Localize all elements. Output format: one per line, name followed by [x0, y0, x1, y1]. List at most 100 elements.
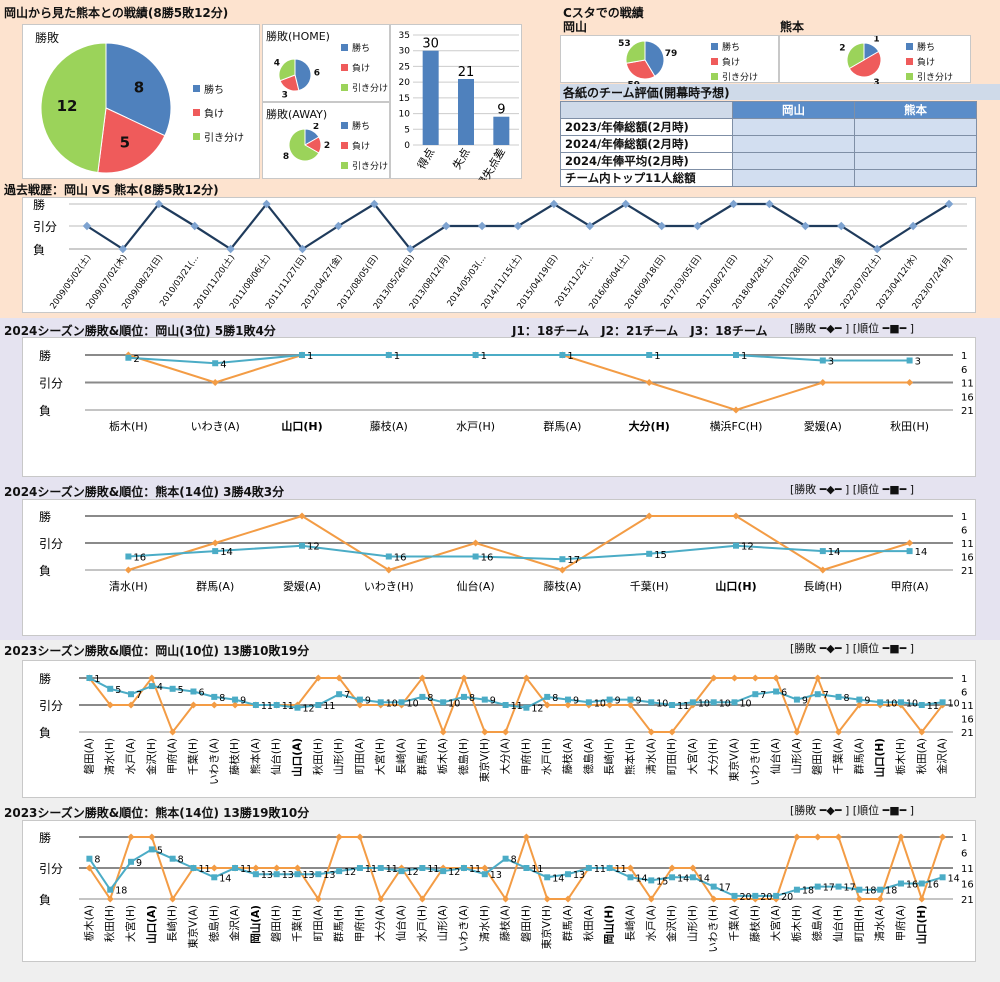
season-opponent-label: 愛媛(A): [283, 579, 321, 593]
season-opponent-label: 磐田(A): [82, 738, 95, 774]
season-rank-label: 14: [677, 873, 689, 884]
season-legend-kumamoto2023: [勝敗 ━◆━ ] [順位 ━■━ ]: [790, 804, 914, 817]
season-result-point: [522, 833, 530, 841]
pie-value-label: 8: [134, 78, 144, 96]
cs-okayama-legend-draw: 引き分け: [711, 70, 758, 83]
season-result-point: [314, 674, 322, 682]
season-rank-point: [523, 865, 530, 871]
season-rank-point: [315, 871, 322, 878]
season-rank-label: 11: [323, 701, 335, 712]
season-rank-label: 1: [481, 351, 487, 362]
eval-table: 岡山 熊本 2023/年俸総額(2月時) 2024/年俸総額(2月時) 2024/…: [560, 101, 977, 187]
goal-bar-chart: 0 5 10 15 20 25 30 35 30 得点 21 失点 9 得失点差: [399, 31, 519, 191]
season-rank-label: 7: [823, 690, 829, 701]
season-panel-okayama2023: 勝引分負 1 6 11 16 21 1 5 7 4 5 6 8 9 11 11 12 11 7 9 10 10 8 10 8 9 1…: [22, 660, 976, 798]
season-rank-point: [565, 871, 572, 878]
season-rank-label: 16: [394, 553, 407, 564]
season-opponent-label: 藤枝(A): [561, 738, 574, 774]
cstadium-kumamoto-label: 熊本: [780, 20, 805, 34]
season-rank-label: 8: [844, 693, 850, 704]
season-result-point: [127, 701, 135, 709]
season-opponent-label: 山口(H): [873, 738, 886, 777]
pie-value-label: 3: [873, 78, 879, 84]
season-rank-point: [606, 865, 613, 871]
season-opponent-label: 群馬(A): [561, 905, 574, 941]
season-rank-point: [107, 685, 114, 692]
season-result-point: [377, 895, 385, 903]
main-pie-chart: 8 5 12: [40, 42, 172, 174]
season-rank-tick: 21: [961, 566, 974, 577]
eval-row-label: 2024/年俸総額(2月時): [560, 135, 733, 153]
season-opponent-label: 清水(H): [478, 905, 491, 942]
season-rank-label: 5: [115, 685, 121, 696]
season-rank-label: 11: [365, 864, 377, 875]
season-opponent-label: 水戸(H): [541, 738, 553, 775]
season-rank-label: 10: [885, 698, 897, 709]
season-rank-point: [918, 702, 925, 708]
season-rank-point: [232, 865, 239, 871]
season-opponent-label: 山口(H): [281, 419, 322, 433]
season-result-point: [460, 674, 468, 682]
season-rank-label: 5: [178, 685, 184, 696]
season-opponent-label: 水戸(H): [456, 420, 495, 433]
season-rank-label: 10: [719, 698, 731, 709]
season-rank-label: 11: [198, 864, 210, 875]
cs-kumamoto-legend-lose: 負け: [906, 55, 935, 68]
season-rank-point: [897, 880, 904, 887]
season-opponent-label: いわき(H): [749, 738, 761, 786]
season-rank-label: 13: [303, 870, 315, 881]
season-opponent-label: 群馬(H): [415, 738, 428, 775]
season-opponent-label: 藤枝(A): [499, 905, 512, 941]
season-rank-tick: 1: [961, 351, 967, 362]
pie-value-label: 53: [618, 39, 631, 49]
season-rank-point: [752, 892, 759, 899]
season-rank-point: [939, 699, 946, 706]
season-result-point: [106, 895, 114, 903]
season-result-point: [106, 701, 114, 709]
season-opponent-label: 熊本(H): [623, 738, 636, 775]
season-rank-line: [88, 677, 943, 709]
season-rank-point: [128, 858, 135, 865]
cs-kumamoto-legend-win: 勝ち: [906, 40, 935, 53]
season-result-point: [645, 512, 653, 520]
season-rank-label: 13: [573, 870, 585, 881]
eval-cell: [854, 152, 977, 170]
season-rank-point: [544, 693, 551, 700]
history-point: [370, 199, 379, 209]
season-rank-point: [835, 693, 842, 700]
season-rank-point: [398, 868, 405, 875]
season-opponent-label: 甲府(H): [353, 905, 366, 942]
season-opponent-label: 水戸(A): [125, 738, 137, 774]
season-result-point: [772, 674, 780, 682]
season-opponent-label: 仙台(A): [457, 579, 495, 593]
season-rank-point: [356, 865, 363, 871]
pie-value-label: 2: [839, 44, 845, 54]
pie-slice-lose: [848, 50, 882, 78]
season-rank-label: 17: [567, 555, 580, 566]
season-panel-okayama2024: 勝引分負 1 6 11 16 21 2 4 1 1 1 1 1 1 3 3 栃木(H) いわき(A) 山口(H) 藤枝…: [22, 337, 976, 477]
season-y-label: 負: [39, 404, 51, 418]
season-rank-label: 20: [740, 892, 752, 903]
season-rank-tick: 16: [961, 715, 974, 726]
season-opponent-label: 大宮(A): [769, 905, 782, 941]
season-opponent-label: 清水(A): [873, 905, 886, 941]
season-opponent-label: 仙台(H): [832, 905, 845, 942]
season-result-point: [819, 566, 827, 574]
season-rank-point: [689, 874, 696, 881]
season-rank-label: 8: [552, 693, 558, 704]
season-rank-label: 14: [220, 547, 233, 558]
season-y-label: 引分: [39, 862, 63, 876]
season-rank-label: 11: [615, 864, 627, 875]
home-pie-legend-draw: 引き分け: [341, 81, 388, 94]
goal-bar: [458, 79, 474, 145]
season-opponent-label: 甲府(A): [891, 579, 929, 593]
season-rank-label: 12: [531, 704, 543, 715]
season-rank-point: [212, 548, 219, 555]
goal-bar: [422, 50, 439, 145]
season-result-point: [211, 539, 219, 547]
season-opponent-label: いわき(H): [708, 905, 720, 953]
pie-value-label: 79: [665, 49, 678, 59]
eval-header-blank: [560, 101, 733, 119]
